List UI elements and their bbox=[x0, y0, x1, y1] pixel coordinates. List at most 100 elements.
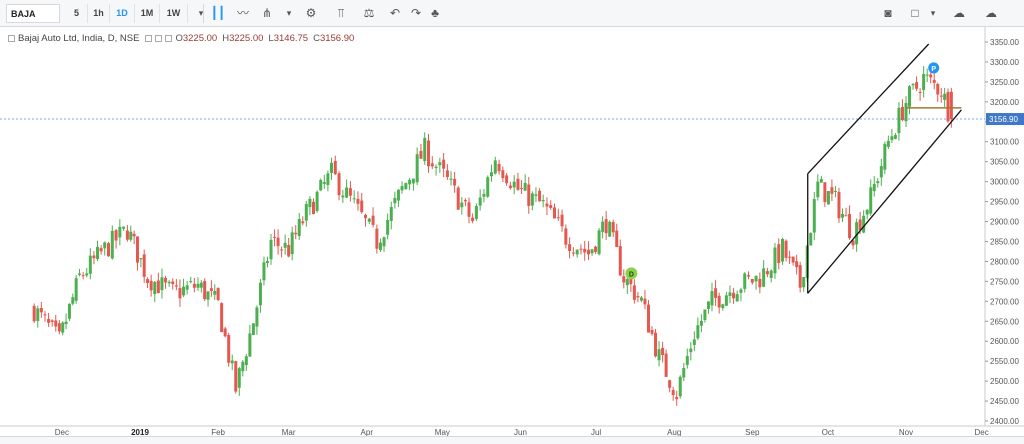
candle-body bbox=[490, 172, 494, 177]
candle-body bbox=[241, 361, 245, 372]
candle-body bbox=[769, 270, 773, 278]
candle-body bbox=[160, 277, 164, 291]
candle-body bbox=[675, 397, 679, 400]
candle-body bbox=[855, 222, 859, 245]
candle-body bbox=[798, 265, 802, 288]
close-square-icon[interactable] bbox=[165, 35, 173, 42]
candle-body bbox=[456, 187, 460, 210]
candle-body bbox=[408, 179, 412, 185]
alert-icon[interactable]: ♣ bbox=[431, 6, 439, 20]
y-tick-label: 3100.00 bbox=[990, 138, 1019, 147]
candle-body bbox=[283, 242, 287, 248]
chart-title: Bajaj Auto Ltd, India, D, NSE bbox=[18, 33, 140, 44]
timeframe-1w[interactable]: 1W bbox=[160, 4, 188, 23]
candle-body bbox=[583, 248, 587, 253]
candle-body bbox=[276, 237, 280, 247]
candle-body bbox=[721, 304, 725, 309]
timeframe-1d[interactable]: 1D bbox=[110, 4, 135, 23]
compare-icon[interactable]: ⋔ bbox=[261, 6, 273, 20]
candle-body bbox=[206, 291, 210, 300]
gear-icon[interactable]: ⚙ bbox=[305, 6, 317, 20]
candle-body bbox=[735, 294, 739, 302]
candle-body bbox=[132, 233, 136, 237]
candle-body bbox=[139, 258, 143, 260]
y-tick-label: 2700.00 bbox=[990, 297, 1019, 306]
candle-body bbox=[280, 249, 284, 251]
candle-body bbox=[174, 285, 178, 287]
collapse-icon[interactable] bbox=[8, 35, 15, 42]
y-tick-label: 3050.00 bbox=[990, 158, 1019, 167]
candle-body bbox=[248, 333, 252, 357]
candle-body bbox=[171, 281, 175, 285]
cloud-upload-icon[interactable]: ☁ bbox=[985, 6, 997, 20]
candle-body bbox=[356, 198, 360, 204]
open-label: O bbox=[175, 33, 183, 44]
candle-body bbox=[64, 321, 68, 325]
candle-body bbox=[943, 93, 947, 100]
candle-body bbox=[81, 275, 85, 277]
candle-body bbox=[714, 288, 718, 298]
camera-icon[interactable]: ◙ bbox=[884, 6, 892, 20]
timeframe-1m[interactable]: 1M bbox=[135, 4, 160, 23]
candle-body bbox=[244, 356, 248, 366]
candle-body bbox=[650, 330, 654, 334]
eye-icon[interactable] bbox=[145, 35, 153, 42]
candle-body bbox=[199, 282, 203, 288]
candle-body bbox=[791, 256, 795, 263]
candle-body bbox=[378, 242, 382, 251]
candle-body bbox=[319, 180, 323, 191]
candle-body bbox=[411, 178, 415, 184]
scale-icon[interactable]: ⚖ bbox=[363, 6, 375, 20]
candle-body bbox=[549, 205, 553, 208]
candle-body bbox=[438, 162, 442, 166]
symbol-input[interactable]: BAJA bbox=[6, 4, 60, 23]
candle-body bbox=[99, 248, 103, 252]
redo-icon[interactable]: ↷ bbox=[410, 6, 422, 20]
candle-body bbox=[341, 195, 345, 198]
candle-body bbox=[185, 285, 189, 290]
candle-body bbox=[196, 283, 200, 288]
candle-body bbox=[43, 314, 47, 316]
layout-icon[interactable]: □ bbox=[911, 6, 919, 20]
line-chart-icon[interactable]: 〰 bbox=[236, 6, 249, 20]
candle-body bbox=[575, 249, 579, 255]
indicators-icon[interactable]: ⫪ bbox=[337, 6, 345, 20]
candle-body bbox=[122, 226, 126, 229]
candle-body bbox=[315, 191, 319, 211]
candle-body bbox=[534, 194, 538, 196]
dividend-marker-label: D bbox=[629, 271, 634, 278]
chevron-down-icon[interactable]: ▾ bbox=[286, 8, 292, 18]
candle-body bbox=[668, 380, 672, 388]
candle-body bbox=[678, 376, 682, 397]
candle-body bbox=[352, 198, 356, 200]
candle-body bbox=[869, 187, 873, 214]
candles-icon[interactable]: ┃┃ bbox=[210, 6, 226, 20]
price-chart[interactable]: 2400.00 2450.00 2500.00 2550.00 2600.00 2650.… bbox=[0, 27, 1024, 436]
y-tick-label: 3200.00 bbox=[990, 98, 1019, 107]
cloud-download-icon[interactable]: ☁ bbox=[953, 6, 965, 20]
candle-body bbox=[639, 297, 643, 301]
settings-square-icon[interactable] bbox=[155, 35, 163, 42]
undo-icon[interactable]: ↶ bbox=[389, 6, 401, 20]
candle-body bbox=[908, 86, 912, 107]
candle-body bbox=[568, 244, 572, 251]
chevron-down-icon[interactable]: ▾ bbox=[930, 8, 936, 18]
candle-body bbox=[795, 261, 799, 268]
timeframe-5[interactable]: 5 bbox=[66, 4, 88, 23]
high-value: 3225.00 bbox=[229, 33, 264, 44]
low-label: L bbox=[268, 33, 274, 44]
candle-body bbox=[732, 292, 736, 299]
open-value: 3225.00 bbox=[182, 33, 218, 44]
candle-body bbox=[297, 218, 301, 237]
chart-legend: Bajaj Auto Ltd, India, D, NSE O 3225.00 H… bbox=[8, 33, 354, 44]
high-label: H bbox=[222, 33, 230, 44]
timeframe-1h[interactable]: 1h bbox=[88, 4, 110, 23]
candle-body bbox=[661, 347, 665, 356]
candle-body bbox=[386, 220, 390, 235]
chevron-down-icon[interactable]: ▾ bbox=[198, 8, 204, 18]
candle-body bbox=[636, 296, 640, 298]
candle-body bbox=[523, 182, 527, 191]
candle-body bbox=[601, 221, 605, 232]
candle-body bbox=[571, 252, 575, 254]
candle-body bbox=[337, 173, 341, 196]
